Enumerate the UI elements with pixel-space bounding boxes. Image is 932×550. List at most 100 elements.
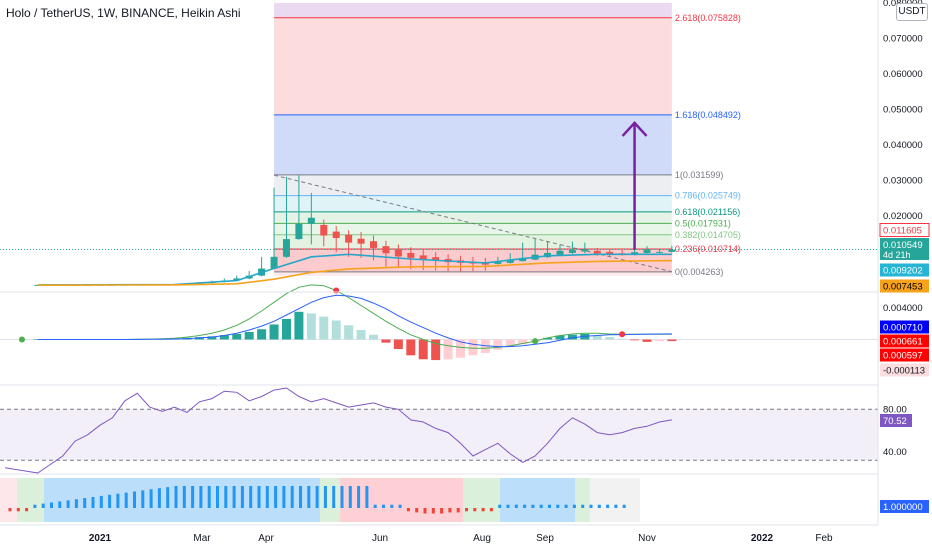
candle <box>556 245 564 256</box>
macd-histogram-bar <box>642 339 652 342</box>
oscillator-bar <box>556 504 560 508</box>
macd-histogram-bar <box>493 339 503 350</box>
rsi-tick-label: 40.00 <box>883 447 907 458</box>
oscillator-bar <box>622 504 626 508</box>
oscillator-bar <box>265 486 269 508</box>
macd-histogram-bar <box>505 339 515 347</box>
macd-histogram-bar <box>393 339 403 349</box>
candle <box>270 187 278 270</box>
macd-histogram-bar <box>281 318 291 340</box>
macd-cross-marker <box>19 336 25 343</box>
macd-histogram-bar <box>356 330 366 340</box>
price-label: 0.010549 <box>883 240 923 251</box>
rsi-band <box>0 409 878 461</box>
macd-histogram-bar <box>306 313 316 340</box>
oscillator-bar <box>249 486 253 508</box>
oscillator-bar <box>274 486 278 508</box>
macd-value-label: -0.000113 <box>883 366 925 377</box>
candle <box>332 225 340 253</box>
macd-histogram-bar <box>319 316 329 340</box>
macd-tick-label: 0.004000 <box>883 303 923 314</box>
candle-body <box>506 259 514 263</box>
oscillator-bar <box>216 486 219 508</box>
chart-title: Holo / TetherUS, 1W, BINANCE, Heikin Ash… <box>6 6 241 20</box>
oscillator-bar <box>564 504 568 508</box>
candle <box>307 192 315 245</box>
macd-histogram-bar <box>443 339 453 360</box>
currency-badge[interactable]: USDT <box>896 3 928 21</box>
fib-label-1: 1(0.031599) <box>675 170 724 180</box>
candle-body <box>668 249 676 252</box>
oscillator-bar <box>481 508 485 512</box>
macd-histogram-bar <box>617 338 627 340</box>
price-label: 0.007453 <box>883 282 923 293</box>
oscillator-bar <box>415 508 419 513</box>
oscillator-bar <box>25 508 29 512</box>
oscillator-pane[interactable] <box>0 478 640 522</box>
oscillator-bar <box>41 503 45 508</box>
oscillator-bar <box>182 486 186 508</box>
oscillator-value-bg <box>880 500 929 513</box>
macd-value-label: 0.000597 <box>883 351 923 362</box>
oscillator-bar <box>50 502 53 508</box>
oscillator-bar <box>99 495 103 508</box>
fib-label-0.382: 0.382(0.014705) <box>675 230 741 240</box>
macd-pane[interactable] <box>0 284 878 361</box>
candle-body <box>382 246 390 254</box>
oscillator-bar <box>340 486 344 508</box>
time-tick-label: Jun <box>372 533 388 544</box>
candle-body <box>655 251 663 253</box>
macd-value-bg <box>880 334 929 348</box>
candle-body <box>307 217 315 224</box>
oscillator-bar <box>597 504 601 508</box>
fib-band-0.618 <box>274 195 672 212</box>
candle-body <box>419 255 427 260</box>
time-axis[interactable]: 2021 Mar Apr Jun Aug Sep Nov 2022 Feb <box>0 291 878 544</box>
fib-band-1 <box>274 114 672 175</box>
candle-body <box>519 257 527 262</box>
candle <box>506 253 514 264</box>
oscillator-background <box>340 478 463 522</box>
rsi-pane[interactable] <box>0 387 878 474</box>
macd-value-bg <box>880 320 929 334</box>
macd-histogram-bar <box>219 335 229 340</box>
price-scale[interactable]: 0.0800000.0700000.0600000.0500000.040000… <box>877 0 930 525</box>
oscillator-bar <box>614 504 618 508</box>
oscillator-background <box>463 478 500 522</box>
candle-body <box>432 257 440 261</box>
oscillator-bar <box>323 486 327 508</box>
fib-label-0.5: 0.5(0.017931) <box>675 218 731 228</box>
macd-histogram-bar <box>468 339 478 356</box>
oscillator-bar <box>473 508 477 512</box>
oscillator-bar <box>572 504 576 508</box>
candle-body <box>568 250 576 253</box>
candle-body <box>332 231 340 239</box>
candle <box>568 241 576 254</box>
oscillator-bar <box>282 486 286 508</box>
candle-body <box>481 262 489 265</box>
macd-histogram-bar <box>369 334 378 340</box>
candle <box>295 174 303 240</box>
price-tick-label: 0.020000 <box>883 211 923 222</box>
moving-average-line <box>37 253 672 286</box>
moving-average-line <box>37 259 672 286</box>
oscillator-bar <box>514 504 518 508</box>
oscillator-bar <box>489 508 493 512</box>
candle <box>382 240 390 267</box>
oscillator-bar <box>191 486 195 508</box>
macd-histogram-bar <box>456 339 466 358</box>
oscillator-bar <box>365 486 369 508</box>
oscillator-bar <box>141 490 145 508</box>
oscillator-bar <box>33 504 37 508</box>
price-pane[interactable]: 0(0.004263) 0.236(0.010714) 0.382(0.014705… <box>0 3 878 286</box>
oscillator-bar <box>581 504 585 508</box>
time-tick-label: Mar <box>193 533 211 544</box>
macd-histogram-bar <box>567 334 577 340</box>
oscillator-bar <box>332 486 336 508</box>
oscillator-bar <box>606 504 610 508</box>
oscillator-bar <box>108 494 112 508</box>
fib-band-1.618 <box>274 17 672 115</box>
oscillator-bar <box>58 501 62 508</box>
trendline <box>273 174 672 273</box>
